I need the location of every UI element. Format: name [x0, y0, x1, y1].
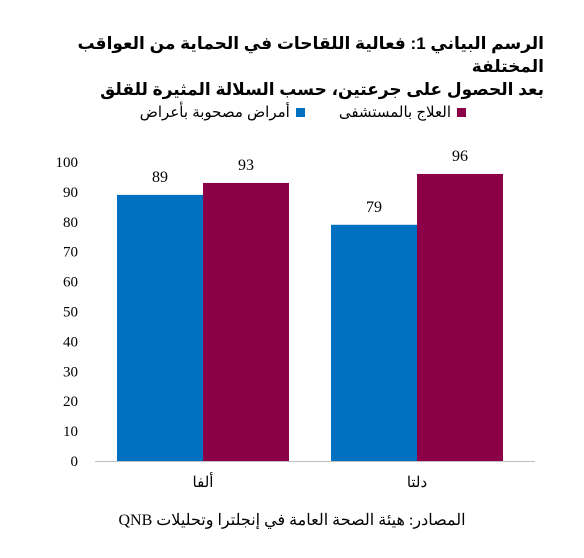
- data-label: 79: [366, 199, 382, 216]
- data-label: 93: [238, 157, 254, 174]
- chart-title-line-1: الرسم البياني 1: فعالية اللقاحات في الحم…: [77, 34, 544, 76]
- bar-symptomatic-1: [331, 224, 417, 461]
- legend: العلاج بالمستشفى أمراض مصحوبة بأعراض: [140, 103, 466, 121]
- legend-swatch-symptomatic: [295, 107, 305, 117]
- legend-label-symptomatic: أمراض مصحوبة بأعراض: [139, 104, 290, 121]
- y-tick-label: 50: [63, 305, 78, 321]
- y-tick-label: 60: [63, 275, 78, 291]
- y-tick-label: 40: [63, 334, 78, 350]
- bar-symptomatic-0: [117, 194, 203, 461]
- x-tick-label: دلتا: [407, 474, 427, 491]
- chart-title: الرسم البياني 1: فعالية اللقاحات في الحم…: [24, 32, 544, 101]
- source-note: المصادر: هيئة الصحة العامة في إنجلترا وت…: [118, 512, 466, 529]
- legend-item-hospitalization: العلاج بالمستشفى: [339, 103, 466, 121]
- chart-title-line-2: بعد الحصول على جرعتين، حسب السلالة المثي…: [100, 80, 544, 99]
- bar-hospitalization-0: [203, 182, 289, 461]
- x-tick-label: ألفا: [193, 472, 214, 491]
- legend-label-hospitalization: العلاج بالمستشفى: [338, 104, 451, 121]
- y-tick-label: 20: [63, 394, 78, 410]
- y-tick-label: 100: [56, 155, 79, 171]
- y-tick-label: 90: [63, 185, 78, 201]
- data-label: 89: [152, 169, 168, 186]
- legend-swatch-hospitalization: [457, 107, 466, 117]
- y-tick-label: 80: [63, 215, 78, 231]
- bar-hospitalization-1: [417, 173, 503, 461]
- y-tick-label: 0: [71, 454, 79, 470]
- y-tick-label: 70: [63, 245, 78, 261]
- legend-item-symptomatic: أمراض مصحوبة بأعراض: [140, 103, 305, 121]
- y-tick-label: 30: [63, 364, 78, 380]
- data-label: 96: [452, 148, 468, 165]
- y-tick-label: 10: [63, 424, 78, 440]
